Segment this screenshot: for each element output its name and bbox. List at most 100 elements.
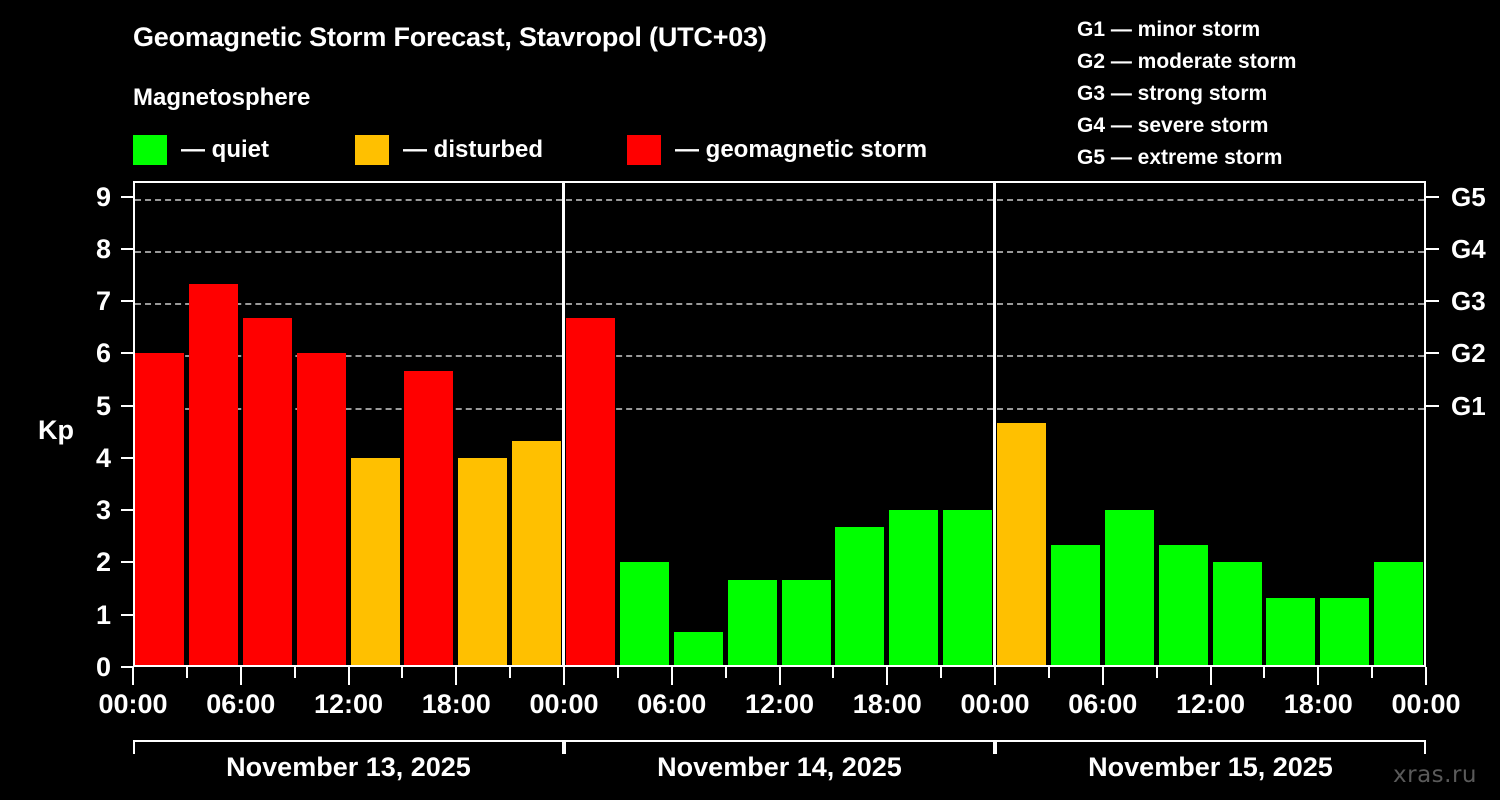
g-tick-mark-G1 [1426, 404, 1439, 407]
x-axis-baseline [133, 665, 1426, 667]
x-tick-major [347, 667, 350, 685]
legend-item-disturbed: — disturbed [355, 134, 543, 166]
y-tick-mark-3 [121, 509, 134, 512]
g-tick-label-G4: G4 [1451, 233, 1486, 264]
bar[interactable] [1320, 597, 1369, 667]
bar[interactable] [1374, 562, 1423, 667]
bar[interactable] [728, 579, 777, 667]
day-label: November 14, 2025 [657, 752, 902, 782]
day-bracket [133, 740, 564, 754]
bar[interactable] [835, 527, 884, 667]
legend-swatch-storm [627, 135, 661, 165]
bar[interactable] [1051, 545, 1100, 667]
x-tick-major [563, 667, 565, 685]
bar[interactable] [1105, 510, 1154, 667]
g-scale-row-1: G1 — minor storm [1077, 18, 1261, 41]
y-tick-mark-6 [121, 352, 134, 355]
bar[interactable] [566, 318, 615, 667]
x-tick-minor [185, 667, 188, 678]
g-tick-mark-G4 [1426, 247, 1439, 250]
x-tick-major [1317, 667, 1320, 685]
bar[interactable] [297, 353, 346, 667]
y-tick-mark-1 [121, 613, 134, 616]
g-tick-label-G1: G1 [1451, 390, 1486, 421]
day-divider [562, 181, 565, 667]
bar[interactable] [351, 457, 400, 667]
g-tick-label-G3: G3 [1451, 286, 1486, 317]
watermark: xras.ru [1393, 762, 1477, 788]
x-tick-label: 00:00 [529, 689, 599, 719]
x-tick-minor [616, 667, 619, 678]
x-tick-major [1425, 667, 1427, 685]
x-tick-major [994, 667, 996, 685]
gridline-kp-7 [135, 303, 1424, 306]
g-tick-mark-G3 [1426, 300, 1439, 303]
bar[interactable] [1213, 562, 1262, 667]
day-bracket [995, 740, 1426, 754]
bar[interactable] [1266, 597, 1315, 667]
day-bracket [564, 740, 995, 754]
x-tick-major [1101, 667, 1104, 685]
y-tick-mark-7 [121, 300, 134, 303]
bar[interactable] [512, 440, 561, 667]
x-tick-label: 06:00 [206, 689, 276, 719]
x-tick-minor [401, 667, 404, 678]
bar[interactable] [189, 283, 238, 667]
y-tick-label-4: 4 [95, 442, 111, 473]
bar[interactable] [404, 370, 453, 667]
y-tick-label-9: 9 [95, 181, 111, 212]
bar[interactable] [458, 457, 507, 667]
x-tick-minor [940, 667, 943, 678]
bar[interactable] [620, 562, 669, 667]
g-scale-row-2: G2 — moderate storm [1077, 50, 1297, 73]
bar[interactable] [943, 510, 992, 667]
page-title: Geomagnetic Storm Forecast, Stavropol (U… [133, 22, 767, 52]
plot-area [133, 181, 1426, 667]
bar[interactable] [243, 318, 292, 667]
legend-label-disturbed: — disturbed [403, 136, 544, 163]
x-tick-major [670, 667, 673, 685]
x-tick-label: 12:00 [1175, 689, 1246, 719]
g-tick-label-G5: G5 [1451, 181, 1486, 212]
y-tick-mark-2 [121, 561, 134, 564]
legend-item-quiet: — quiet [133, 134, 269, 166]
g-tick-mark-G2 [1426, 352, 1439, 355]
bar[interactable] [889, 510, 938, 667]
g-tick-mark-G5 [1426, 195, 1439, 198]
bar[interactable] [1159, 545, 1208, 667]
y-tick-label-1: 1 [95, 599, 111, 630]
y-tick-mark-9 [121, 195, 134, 198]
legend-item-storm: — geomagnetic storm [627, 134, 927, 166]
gridline-kp-5 [135, 407, 1424, 410]
x-tick-minor [1155, 667, 1158, 678]
g-scale-row-3: G3 — strong storm [1077, 82, 1268, 105]
x-tick-minor [832, 667, 835, 678]
bar[interactable] [135, 353, 184, 667]
day-divider [993, 181, 996, 667]
legend-swatch-disturbed [355, 135, 389, 165]
y-tick-label-3: 3 [95, 495, 111, 526]
g-scale-row-5: G5 — extreme storm [1077, 146, 1283, 169]
gridline-kp-9 [135, 198, 1424, 201]
legend-label-quiet: — quiet [181, 136, 269, 163]
gridline-kp-8 [135, 250, 1424, 253]
bar[interactable] [782, 579, 831, 667]
x-tick-major [1209, 667, 1212, 685]
bar[interactable] [997, 422, 1046, 667]
bar[interactable] [674, 632, 723, 667]
x-tick-major [886, 667, 889, 685]
chart-subtitle: Magnetosphere [133, 84, 311, 111]
x-tick-label: 00:00 [1391, 689, 1461, 719]
x-tick-major [455, 667, 458, 685]
x-tick-major [239, 667, 242, 685]
x-tick-minor [1047, 667, 1050, 678]
x-tick-label: 18:00 [852, 689, 922, 719]
x-tick-minor [1371, 667, 1374, 678]
x-tick-label: 18:00 [421, 689, 491, 719]
x-tick-minor [509, 667, 512, 678]
x-tick-label: 00:00 [960, 689, 1030, 719]
y-tick-label-2: 2 [95, 547, 111, 578]
g-scale-legend: G1 — minor storm G2 — moderate storm G3 — … [1077, 14, 1296, 174]
x-tick-label: 18:00 [1283, 689, 1353, 719]
